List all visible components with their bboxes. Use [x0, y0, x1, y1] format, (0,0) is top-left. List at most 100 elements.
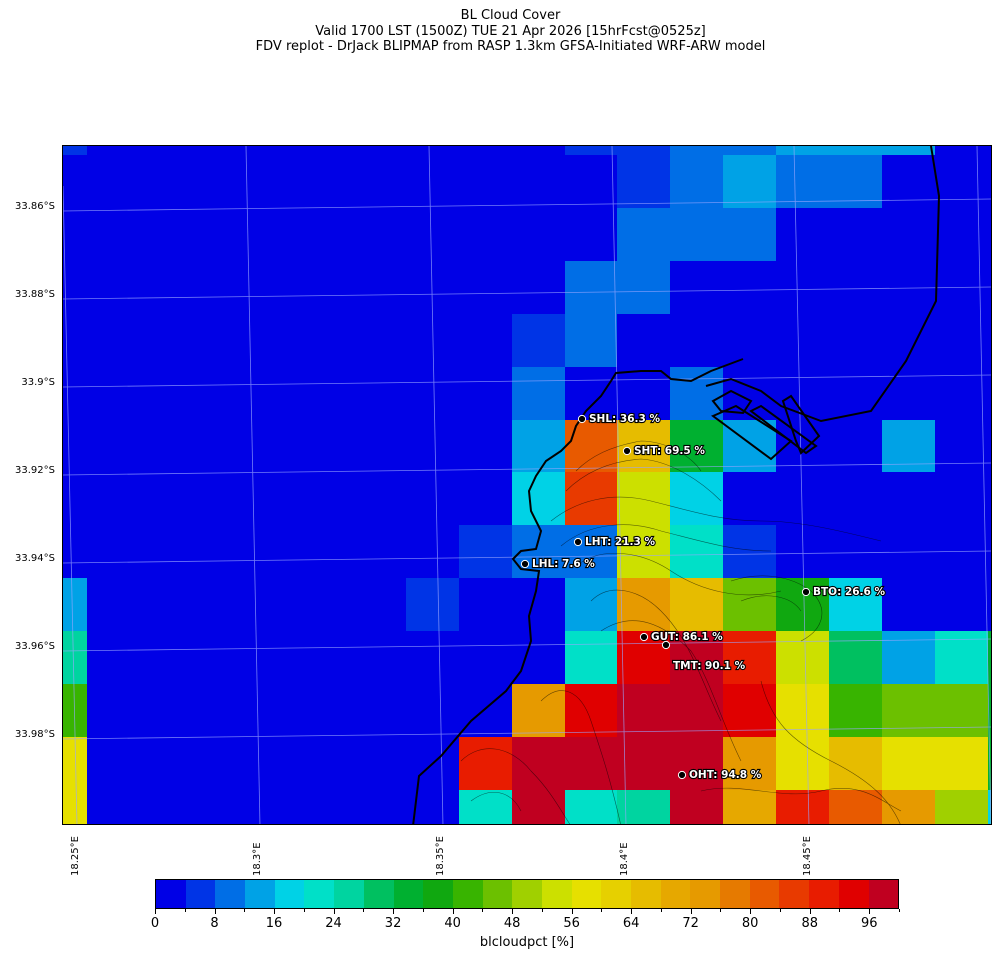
- colorbar-tick-mark: [393, 909, 394, 914]
- heatmap-cell: [988, 578, 991, 632]
- heatmap-cell: [935, 146, 989, 156]
- heatmap-cell: [512, 314, 566, 368]
- heatmap-cell: [406, 208, 460, 262]
- colorbar-tick-mark: [810, 909, 811, 914]
- heatmap-cell: [776, 737, 830, 791]
- colorbar-tick-mark: [363, 909, 364, 912]
- heatmap-cell: [512, 790, 566, 824]
- map-plot-area: SHL: 36.3 % SHT: 69.5 % LHT: 21.3 % LHL: 7.…: [62, 145, 992, 825]
- heatmap-cell: [829, 472, 883, 526]
- heatmap-cell: [829, 631, 883, 685]
- colorbar-tick-label: 48: [503, 916, 521, 931]
- heatmap-cell: [776, 146, 830, 156]
- station-marker-icon: [801, 587, 811, 597]
- heatmap-cell: [988, 684, 991, 738]
- colorbar-tick-mark: [661, 909, 662, 912]
- title-line-1: BL Cloud Cover: [460, 8, 561, 23]
- colorbar-tick-mark: [750, 909, 751, 914]
- heatmap-cell: [459, 155, 513, 209]
- heatmap-cell: [723, 314, 777, 368]
- colorbar-bin: [868, 880, 899, 908]
- colorbar-tick-mark: [839, 909, 840, 912]
- heatmap-cell: [935, 420, 989, 473]
- heatmap-cell: [988, 472, 991, 526]
- colorbar-bin: [571, 880, 602, 908]
- heatmap-cell: [512, 684, 566, 738]
- latitude-tick-label: 33.98°S: [15, 729, 55, 740]
- heatmap-cell: [87, 525, 141, 579]
- heatmap-cell: [352, 146, 407, 156]
- heatmap-cell: [246, 367, 300, 421]
- heatmap-cell: [723, 420, 777, 473]
- heatmap-cell: [670, 146, 724, 156]
- colorbar-tick-mark: [155, 909, 156, 914]
- station-marker-icon: [639, 632, 649, 642]
- heatmap-cell: [723, 261, 777, 315]
- heatmap-cell: [882, 790, 936, 824]
- heatmap-cell: [829, 790, 883, 824]
- heatmap-cell: [246, 631, 300, 685]
- heatmap-cell: [87, 208, 141, 262]
- heatmap-cell: [193, 684, 247, 738]
- heatmap-cell: [829, 525, 883, 579]
- heatmap-cell: [87, 737, 141, 791]
- heatmap-cell: [723, 790, 777, 824]
- colorbar-bin: [482, 880, 513, 908]
- heatmap-cell: [299, 684, 353, 738]
- heatmap-cell: [988, 314, 991, 368]
- heatmap-cell: [617, 155, 671, 209]
- heatmap-cell: [87, 631, 141, 685]
- heatmap-cell: [87, 578, 141, 632]
- heatmap-cell: [988, 420, 991, 473]
- heatmap-cell: [882, 684, 936, 738]
- longitude-tick-label: 18.4°E: [619, 842, 630, 876]
- colorbar-tick-mark: [691, 909, 692, 914]
- heatmap-cell: [935, 314, 989, 368]
- colorbar-tick-label: 40: [444, 916, 461, 931]
- colorbar-bin: [363, 880, 394, 908]
- heatmap-cell: [246, 420, 300, 473]
- heatmap-cell: [140, 472, 194, 526]
- heatmap-cell: [140, 314, 194, 368]
- heatmap-cell: [406, 472, 460, 526]
- heatmap-cell: [512, 261, 566, 315]
- heatmap-cell: [882, 367, 936, 421]
- heatmap-cell: [352, 790, 407, 824]
- heatmap-cell: [299, 472, 353, 526]
- colorbar-tick-mark: [542, 909, 543, 912]
- heatmap-cell: [246, 737, 300, 791]
- colorbar-bin: [245, 880, 275, 908]
- heatmap-cell: [193, 155, 247, 209]
- heatmap-cell: [299, 631, 353, 685]
- heatmap-cell: [935, 578, 989, 632]
- colorbar-tick-label: 96: [860, 916, 878, 931]
- heatmap-cell: [246, 155, 300, 209]
- heatmap-cell: [246, 208, 300, 262]
- heatmap-cell: [459, 314, 513, 368]
- heatmap-cell: [459, 208, 513, 262]
- heatmap-cell: [87, 314, 141, 368]
- colorbar-bin: [215, 880, 246, 908]
- heatmap-cell: [193, 420, 247, 473]
- heatmap-cell: [459, 525, 513, 579]
- title-line-3: FDV replot - DrJack BLIPMAP from RASP 1.…: [255, 39, 766, 54]
- heatmap-cell: [512, 420, 566, 473]
- colorbar-tick-mark: [244, 909, 245, 912]
- heatmap-cell: [299, 525, 353, 579]
- colorbar-bin: [304, 880, 335, 908]
- heatmap-cell: [512, 208, 566, 262]
- heatmap-cell: [617, 684, 671, 738]
- heatmap-cell: [723, 208, 777, 262]
- colorbar-bin: [809, 880, 839, 908]
- heatmap-cell: [565, 155, 618, 209]
- heatmap-cell: [670, 367, 724, 421]
- heatmap-cell: [670, 420, 724, 473]
- heatmap-cell: [988, 367, 991, 421]
- heatmap-cell: [87, 155, 141, 209]
- heatmap-cell: [87, 684, 141, 738]
- heatmap-cell: [565, 790, 618, 824]
- station-label: LHT: 21.3 %: [585, 536, 655, 548]
- heatmap-cell: [246, 261, 300, 315]
- latitude-tick-label: 33.9°S: [21, 377, 55, 388]
- heatmap-cell: [723, 578, 777, 632]
